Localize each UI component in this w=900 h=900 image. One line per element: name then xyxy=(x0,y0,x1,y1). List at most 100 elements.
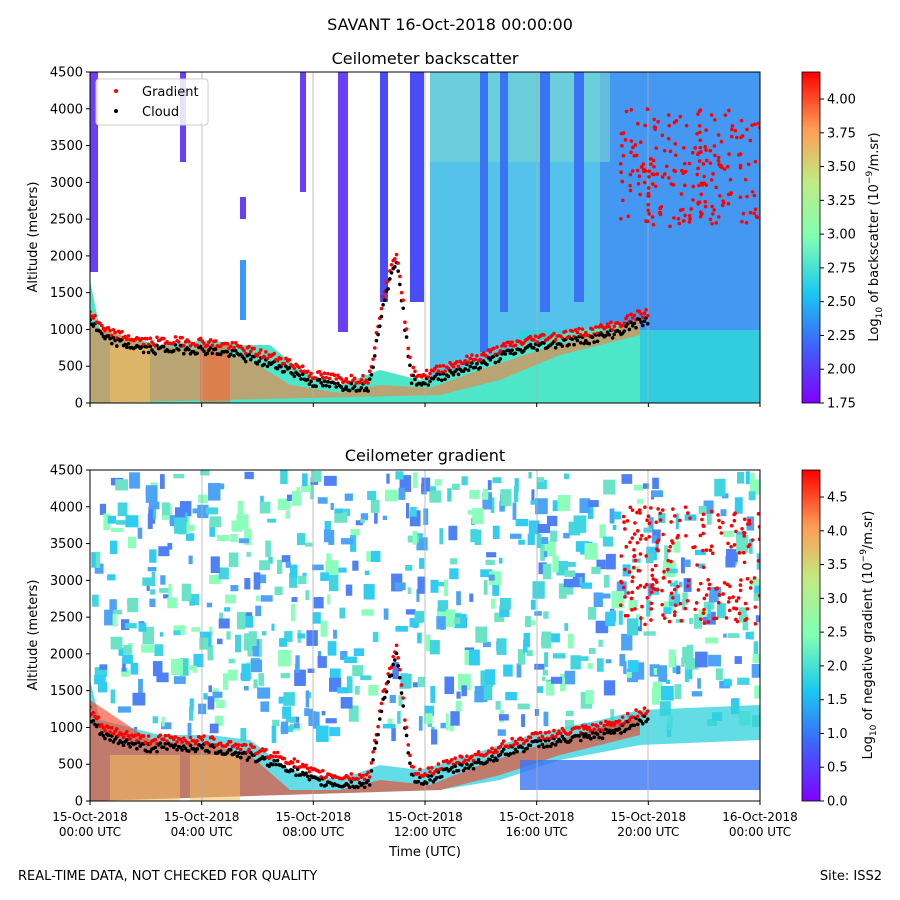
gradient-point xyxy=(590,722,595,727)
gradient-point xyxy=(676,216,681,221)
gradient-point xyxy=(491,346,496,351)
gradient-point xyxy=(753,622,758,626)
cloud-point xyxy=(275,366,280,371)
gradient-point xyxy=(155,335,159,340)
gradient-point xyxy=(641,162,646,167)
gradient-point xyxy=(743,177,748,182)
gradient-point xyxy=(326,371,330,376)
gradient-point xyxy=(612,324,617,329)
cloud-point xyxy=(640,323,645,328)
cloud-point xyxy=(247,755,251,760)
cloud-point xyxy=(319,783,323,787)
cloud-point xyxy=(476,757,481,762)
cloud-point xyxy=(187,347,191,352)
gradient-point xyxy=(693,146,698,150)
gradient-point xyxy=(500,741,504,746)
gradient-point xyxy=(592,727,596,731)
gradient-point xyxy=(532,338,536,342)
cloud-point xyxy=(292,374,297,379)
cloud-point xyxy=(386,680,390,684)
gradient-point xyxy=(638,583,643,588)
gradient-point xyxy=(632,553,637,558)
gradient-point xyxy=(187,339,191,344)
gradient-point xyxy=(718,194,722,198)
cloud-point xyxy=(233,348,238,353)
gradient-point xyxy=(257,351,261,355)
cloud-point xyxy=(450,765,454,770)
gradient-point xyxy=(620,144,624,148)
gradient-point xyxy=(609,320,613,325)
gradient-point xyxy=(695,132,699,136)
gradient-point xyxy=(656,538,661,543)
gradient-point xyxy=(691,150,695,155)
cloud-point xyxy=(634,326,638,330)
cloud-point xyxy=(567,342,571,347)
gradient-point xyxy=(708,217,713,222)
gradient-point xyxy=(752,211,756,216)
gradient-y-tick-label: 500 xyxy=(58,758,83,773)
cloud-point xyxy=(468,364,473,369)
gradient-point xyxy=(712,616,716,621)
gradient-point xyxy=(622,520,626,524)
gradient-point xyxy=(366,770,370,775)
gradient-point xyxy=(376,724,380,729)
cloud-point xyxy=(161,745,166,750)
gradient-point xyxy=(669,520,673,524)
cloud-point xyxy=(500,749,504,754)
gradient-point xyxy=(704,128,708,132)
gradient-point xyxy=(664,164,669,169)
cloud-point xyxy=(198,344,203,349)
cloud-point xyxy=(515,749,519,754)
gradient-point xyxy=(745,127,749,132)
cloud-point xyxy=(195,747,199,751)
gradient-point xyxy=(625,313,630,318)
gradient-point xyxy=(699,181,704,185)
gradient-point xyxy=(309,371,313,376)
gradient-point xyxy=(607,720,612,725)
x-tick-label-date: 15-Oct-2018 xyxy=(164,810,240,824)
gradient-point xyxy=(334,377,339,381)
legend[interactable]: Gradient Cloud xyxy=(95,78,209,126)
gradient-point xyxy=(673,610,677,614)
gradient-point xyxy=(624,316,628,321)
cloud-point xyxy=(409,381,414,386)
gradient-point xyxy=(96,715,101,719)
gradient-point xyxy=(701,565,706,570)
gradient-point xyxy=(728,584,732,589)
gradient-point xyxy=(91,316,96,320)
gradient-point xyxy=(673,514,677,518)
cloud-point xyxy=(109,341,114,346)
gradient-colorbar-tick-label: 4.0 xyxy=(827,524,848,539)
gradient-point xyxy=(666,567,670,572)
cloud-point xyxy=(195,351,199,356)
gradient-point xyxy=(647,169,651,174)
gradient-point xyxy=(247,747,251,752)
gradient-point xyxy=(347,777,352,781)
gradient-point xyxy=(242,348,246,353)
gradient-point xyxy=(713,153,717,158)
cloud-point xyxy=(470,361,474,365)
gradient-point xyxy=(754,214,759,219)
gradient-point xyxy=(672,120,677,125)
gradient-point xyxy=(646,186,651,190)
gradient-point xyxy=(683,505,688,509)
cloud-point xyxy=(359,386,364,390)
cloud-point xyxy=(629,320,633,325)
gradient-point xyxy=(212,737,216,741)
gradient-point xyxy=(640,315,645,320)
gradient-point xyxy=(225,341,230,346)
gradient-point xyxy=(627,718,632,723)
cloud-point xyxy=(106,334,111,338)
gradient-point xyxy=(744,220,749,225)
gradient-point xyxy=(721,592,725,596)
cloud-point xyxy=(317,377,322,382)
cloud-point xyxy=(135,746,139,751)
gradient-point xyxy=(200,737,205,742)
gradient-point xyxy=(629,596,634,601)
gradient-point xyxy=(720,165,724,170)
cloud-point xyxy=(558,739,563,744)
gradient-point xyxy=(710,551,715,556)
gradient-point xyxy=(210,343,215,348)
cloud-point xyxy=(503,352,508,356)
cloud-point xyxy=(398,282,402,287)
